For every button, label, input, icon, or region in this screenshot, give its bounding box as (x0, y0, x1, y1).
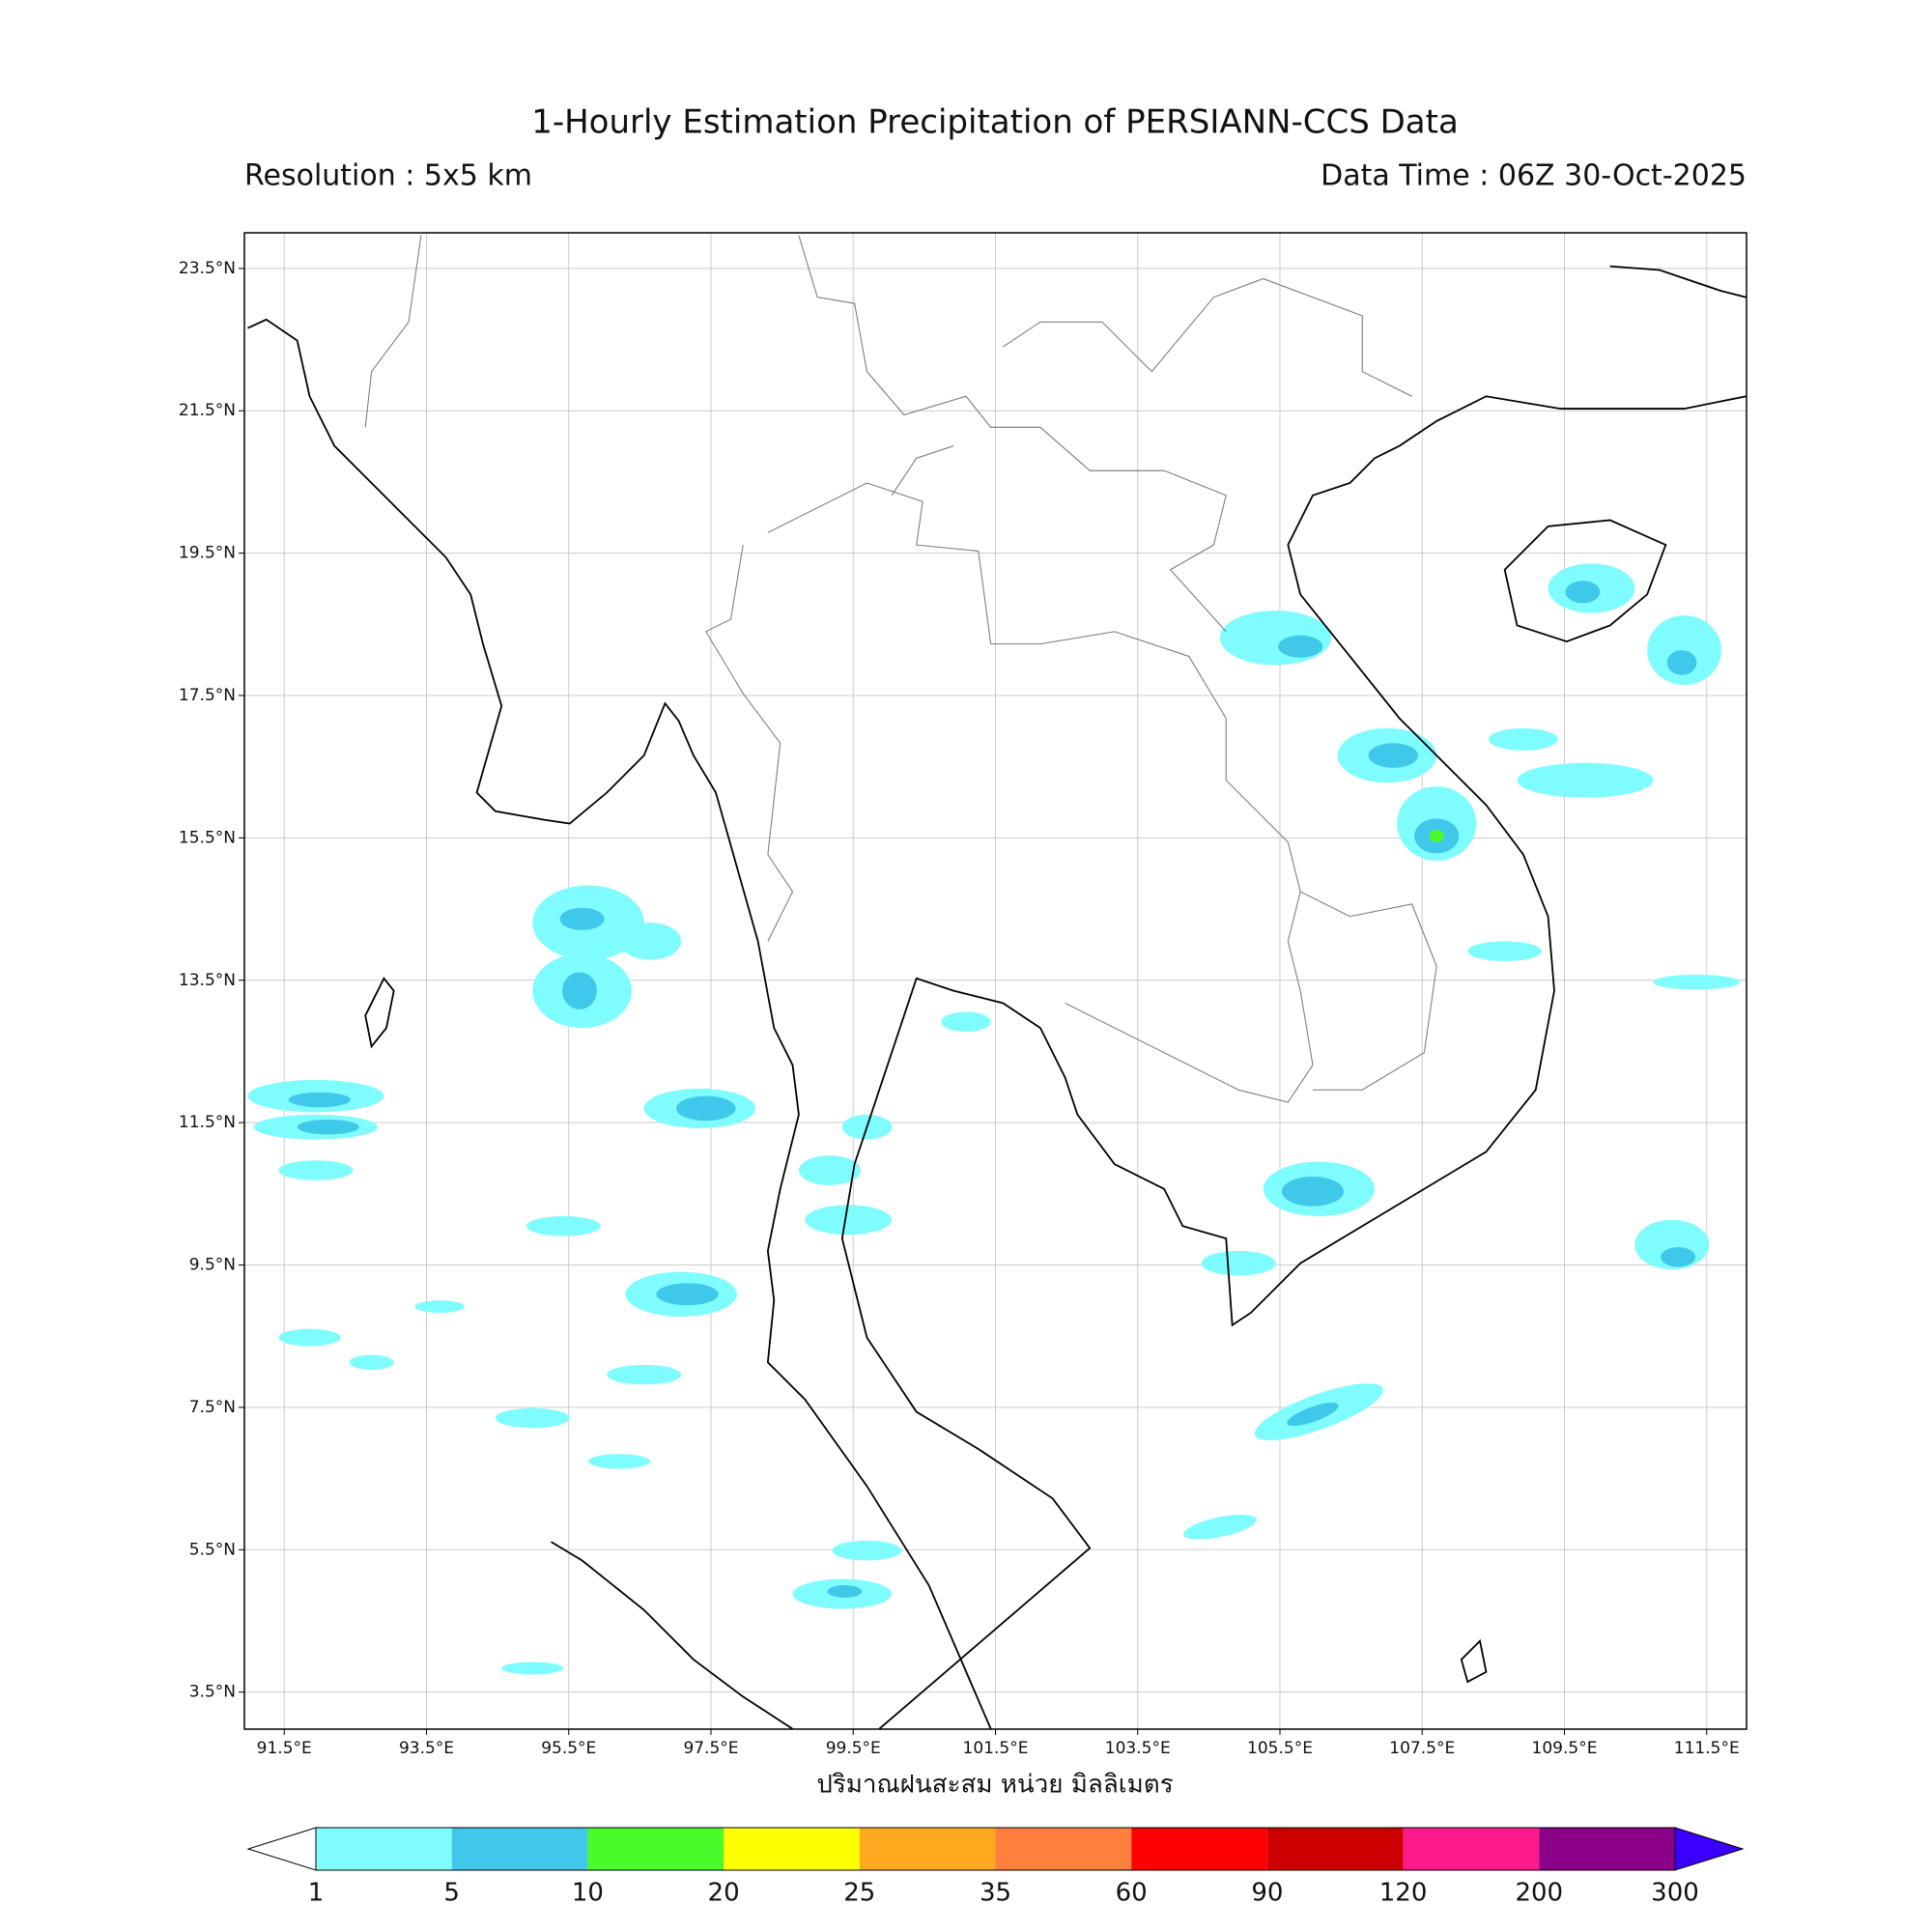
colorbar-bin (316, 1828, 452, 1870)
x-tick-label: 111.5°E (1674, 1739, 1740, 1758)
colorbar-under (246, 1827, 317, 1871)
y-tick-label: 11.5°N (179, 1113, 236, 1132)
colorbar-over (1674, 1827, 1745, 1871)
x-tick-label: 107.5°E (1389, 1739, 1455, 1758)
x-tick-label: 93.5°E (399, 1739, 454, 1758)
y-tick-label: 21.5°N (179, 401, 236, 420)
colorbar-tick-label: 10 (572, 1879, 604, 1908)
x-tick-label: 97.5°E (683, 1739, 738, 1758)
colorbar-bin (1539, 1828, 1675, 1870)
grid: 91.5°E 93.5°E 95.5°E 97.5°E 99.5°E 101.5°E 103… (179, 233, 1747, 1758)
colorbar-bin (859, 1828, 996, 1870)
title: 1-Hourly Estimation Precipitation of PER… (531, 103, 1459, 142)
colorbar-tick-label: 20 (708, 1879, 740, 1908)
colorbar-bin (724, 1828, 860, 1870)
colorbar-tick-label: 25 (843, 1879, 875, 1908)
colorbar-bin (1131, 1828, 1267, 1870)
y-tick-label: 19.5°N (179, 544, 236, 563)
colorbar: 1 5 10 20 25 35 60 90 120 200 300 (246, 1827, 1745, 1908)
colorbar-bin (1266, 1828, 1404, 1870)
y-tick-label: 5.5°N (189, 1540, 236, 1559)
x-tick-label: 99.5°E (826, 1739, 881, 1758)
colorbar-tick-label: 35 (980, 1879, 1011, 1908)
colorbar-bin (587, 1828, 724, 1870)
map-layer (247, 235, 1747, 1730)
x-tick-label: 101.5°E (963, 1739, 1029, 1758)
map-frame (243, 232, 1747, 1730)
colorbar-frame (315, 1827, 1676, 1871)
resolution: Resolution : 5x5 km (244, 159, 532, 193)
x-tick-label: 95.5°E (541, 1739, 596, 1758)
rain-areas (247, 563, 1741, 1675)
colorbar-tick-label: 90 (1251, 1879, 1283, 1908)
data-time: Data Time : 06Z 30-Oct-2025 (1321, 159, 1747, 193)
colorbar-tick-label: 1 (308, 1879, 325, 1908)
y-tick-label: 3.5°N (189, 1683, 236, 1702)
y-tick-label: 15.5°N (179, 828, 236, 847)
x-tick-label: 91.5°E (257, 1739, 312, 1758)
colorbar-tick-label: 120 (1379, 1879, 1428, 1908)
colorbar-bin (995, 1828, 1132, 1870)
colorbar-label: ปริมาณฝนสะสม หน่วย มิลลิเมตร (816, 1771, 1173, 1800)
y-tick-label: 13.5°N (179, 971, 236, 990)
y-tick-label: 17.5°N (179, 686, 236, 705)
x-tick-label: 103.5°E (1105, 1739, 1171, 1758)
colorbar-bin (451, 1828, 588, 1870)
colorbar-bin (1403, 1828, 1540, 1870)
y-tick-label: 9.5°N (189, 1256, 236, 1275)
y-tick-label: 7.5°N (189, 1398, 236, 1417)
y-tick-label: 23.5°N (179, 259, 236, 278)
x-tick-label: 109.5°E (1532, 1739, 1598, 1758)
colorbar-tick-label: 200 (1515, 1879, 1563, 1908)
colorbar-tick-label: 300 (1651, 1879, 1699, 1908)
x-tick-label: 105.5°E (1247, 1739, 1313, 1758)
colorbar-tick-label: 5 (443, 1879, 460, 1908)
colorbar-tick-label: 60 (1116, 1879, 1148, 1908)
